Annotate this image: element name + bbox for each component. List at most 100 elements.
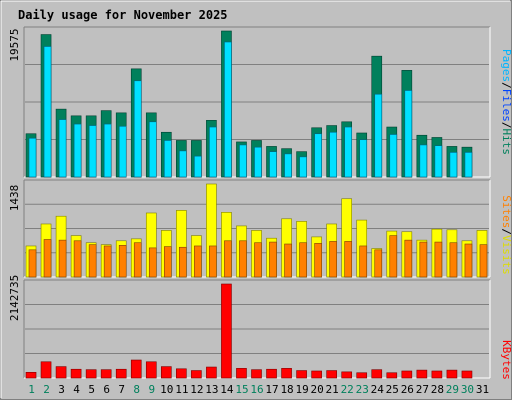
- bar-kbytes: [251, 369, 262, 379]
- bar-files: [88, 125, 97, 178]
- bar-kbytes: [446, 369, 458, 379]
- bar-sites: [43, 239, 52, 278]
- bar-kbytes: [25, 371, 37, 379]
- bar-sites: [284, 243, 292, 278]
- x-tick-label: 25: [386, 383, 399, 396]
- bar-kbytes: [130, 359, 142, 379]
- x-tick-label: 4: [73, 383, 80, 396]
- bar-files: [254, 146, 262, 178]
- bar-sites: [88, 244, 97, 278]
- x-tick-label: 18: [280, 383, 293, 396]
- bar-kbytes: [176, 368, 187, 379]
- bar-files: [284, 153, 292, 178]
- bar-sites: [449, 242, 458, 278]
- bar-sites: [299, 242, 307, 278]
- x-tick-label: 23: [356, 383, 369, 396]
- bar-kbytes: [70, 368, 82, 379]
- bar-sites: [419, 241, 428, 278]
- bar-kbytes: [100, 369, 112, 379]
- bar-kbytes: [115, 368, 127, 379]
- bar-files: [299, 156, 307, 178]
- bar-files: [329, 131, 337, 178]
- x-tick-label: 9: [148, 383, 155, 396]
- bar-sites: [148, 247, 157, 278]
- bar-files: [133, 80, 142, 178]
- bar-files: [73, 123, 82, 178]
- x-tick-label: 10: [160, 383, 173, 396]
- bar-kbytes: [356, 372, 368, 379]
- bar-kbytes: [85, 369, 97, 379]
- bar-sites: [269, 241, 277, 278]
- bar-kbytes: [416, 369, 428, 379]
- bar-sites: [254, 242, 262, 278]
- bar-kbytes: [401, 370, 413, 379]
- bar-files: [28, 137, 37, 178]
- bar-sites: [239, 240, 247, 278]
- x-tick-label: 21: [326, 383, 339, 396]
- legend-entry: Hits: [500, 129, 512, 156]
- x-tick-label: 26: [401, 383, 414, 396]
- x-tick-label: 5: [88, 383, 95, 396]
- x-tick-label: 27: [416, 383, 429, 396]
- bar-sites: [194, 245, 202, 278]
- bar-files: [194, 155, 202, 178]
- legend-entry: /: [500, 228, 512, 235]
- bar-kbytes: [191, 370, 202, 379]
- bar-sites: [329, 241, 337, 278]
- x-tick-label: 30: [461, 383, 474, 396]
- bar-files: [269, 151, 277, 178]
- bar-kbytes: [326, 370, 337, 379]
- bar-sites: [359, 245, 368, 278]
- panels: 19575 1438 2142735: [8, 26, 491, 379]
- bar-sites: [464, 243, 473, 278]
- bar-sites: [133, 242, 142, 278]
- x-tick-label: 15: [235, 383, 248, 396]
- bar-files: [389, 134, 398, 178]
- bar-kbytes: [160, 366, 172, 379]
- bar-files: [224, 41, 232, 178]
- x-tick-label: 8: [133, 383, 140, 396]
- bar-files: [419, 144, 428, 178]
- bar-kbytes: [431, 370, 443, 379]
- bar-files: [434, 145, 443, 178]
- x-tick-label: 12: [190, 383, 203, 396]
- bar-sites: [374, 249, 383, 278]
- x-tick-label: 13: [205, 383, 218, 396]
- bar-files: [163, 140, 172, 178]
- bar-kbytes: [281, 368, 292, 379]
- legend-entry: /: [500, 122, 512, 129]
- legend-entry: Visits: [500, 235, 512, 275]
- bar-files: [43, 46, 52, 178]
- bar-files: [148, 121, 157, 178]
- bar-kbytes: [296, 370, 307, 379]
- bar-sites: [58, 239, 67, 278]
- x-tick-label: 20: [311, 383, 324, 396]
- x-tick-label: 29: [446, 383, 459, 396]
- bar-files: [179, 150, 187, 178]
- y-max-label: 19575: [8, 28, 21, 61]
- y-max-label: 2142735: [8, 275, 21, 321]
- bar-kbytes: [386, 372, 398, 379]
- legend-mid: Sites/Visits: [500, 195, 512, 275]
- bar-files: [58, 119, 67, 178]
- bar-sites: [479, 244, 488, 278]
- panel-pages-files-hits: 19575: [8, 26, 491, 178]
- legend-top: Pages/Files/Hits: [500, 49, 512, 155]
- legend-entry: Pages: [500, 49, 512, 82]
- x-tick-label: 3: [58, 383, 65, 396]
- bar-sites: [118, 245, 127, 278]
- bar-sites: [434, 241, 443, 278]
- panel-visits-sites: 1438: [8, 179, 491, 278]
- bar-files: [449, 152, 458, 178]
- bar-sites: [28, 249, 37, 278]
- bar-files: [464, 152, 473, 178]
- x-tick-label: 6: [103, 383, 110, 396]
- bar-files: [118, 125, 127, 178]
- bar-kbytes: [311, 370, 322, 379]
- bar-sites: [163, 246, 172, 278]
- bar-sites: [209, 245, 217, 278]
- panel-kbytes: 2142735: [8, 275, 491, 379]
- bar-files: [374, 93, 383, 178]
